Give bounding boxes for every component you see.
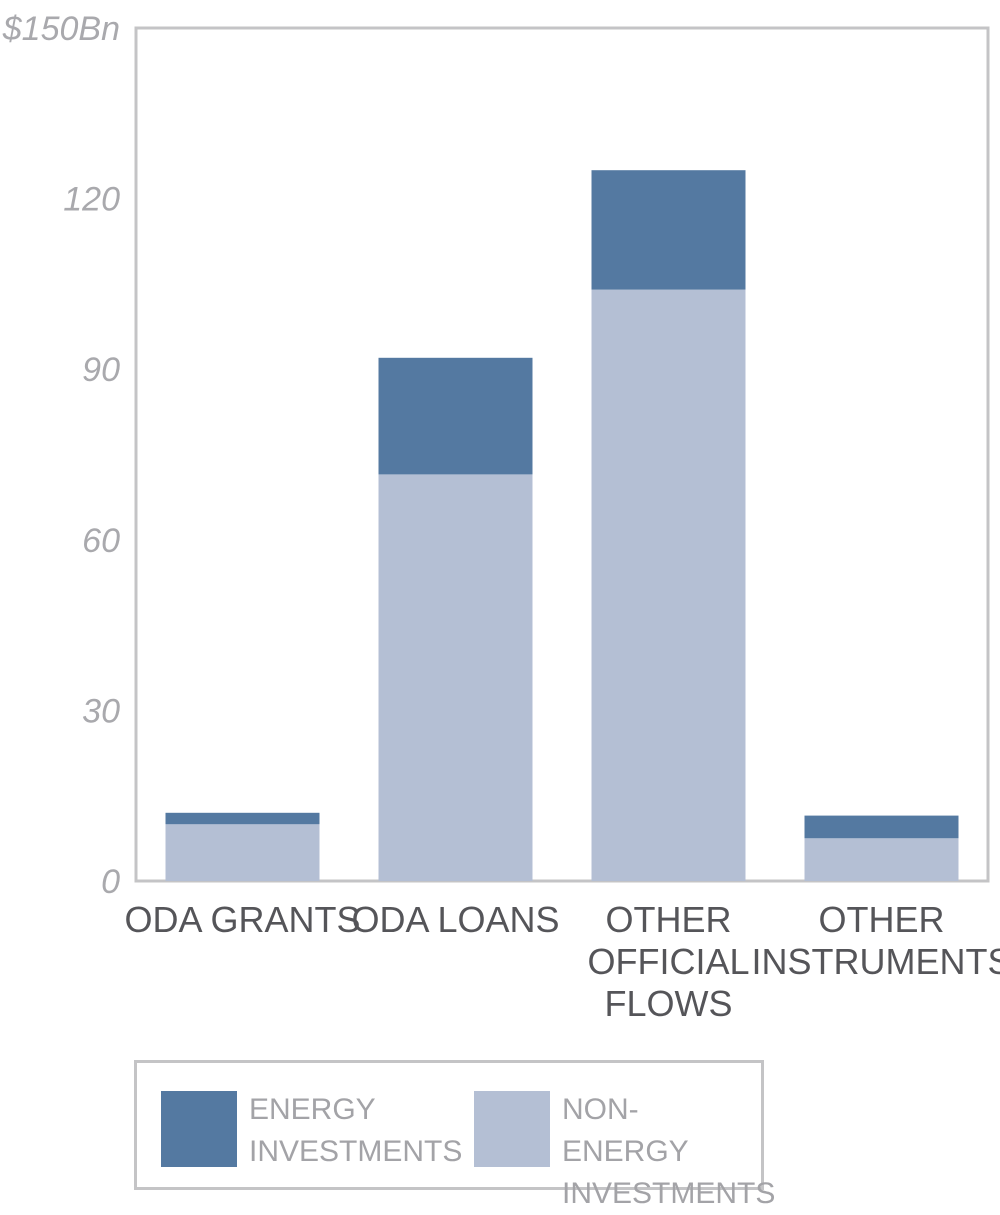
legend-label-energy-line-2: INVESTMENTS bbox=[249, 1131, 449, 1173]
y-tick-label-30: 30 bbox=[82, 692, 120, 730]
y-tick-label-60: 60 bbox=[82, 522, 120, 560]
legend-label-energy: ENERGY INVESTMENTS bbox=[249, 1089, 449, 1173]
x-tick-label-oda-loans: ODA LOANS bbox=[351, 899, 559, 940]
bars-group bbox=[166, 170, 959, 881]
bar-other-instruments-non-energy-investments bbox=[805, 838, 959, 881]
bar-other-official-flows-energy-investments bbox=[592, 170, 746, 289]
y-tick-label-150bn: $150Bn bbox=[2, 10, 120, 48]
y-tick-label-0: 0 bbox=[101, 863, 120, 901]
bar-other-official-flows-non-energy-investments bbox=[592, 290, 746, 881]
bar-oda-grants-non-energy-investments bbox=[166, 824, 320, 881]
y-axis-ticks: 0 30 60 90 120 $150Bn bbox=[2, 10, 120, 901]
legend-swatch-non-energy bbox=[474, 1091, 550, 1167]
bar-oda-loans-energy-investments bbox=[379, 358, 533, 475]
legend-label-non-energy-line-2: INVESTMENTS bbox=[562, 1173, 762, 1215]
legend-item-non-energy: NON-ENERGY INVESTMENTS bbox=[474, 1091, 762, 1215]
plot-frame bbox=[136, 28, 988, 881]
legend-label-energy-line-1: ENERGY bbox=[249, 1089, 449, 1131]
legend-item-energy: ENERGY INVESTMENTS bbox=[161, 1091, 449, 1173]
legend: ENERGY INVESTMENTS NON-ENERGY INVESTMENT… bbox=[134, 1060, 764, 1190]
x-tick-label-oda-grants: ODA GRANTS bbox=[124, 899, 360, 940]
bar-oda-loans-non-energy-investments bbox=[379, 474, 533, 881]
legend-label-non-energy: NON-ENERGY INVESTMENTS bbox=[562, 1089, 762, 1215]
y-tick-label-90: 90 bbox=[82, 351, 120, 389]
bar-other-instruments-energy-investments bbox=[805, 816, 959, 839]
legend-label-non-energy-line-1: NON-ENERGY bbox=[562, 1089, 762, 1173]
legend-swatch-energy bbox=[161, 1091, 237, 1167]
y-tick-label-120: 120 bbox=[63, 181, 120, 219]
bar-oda-grants-energy-investments bbox=[166, 813, 320, 824]
